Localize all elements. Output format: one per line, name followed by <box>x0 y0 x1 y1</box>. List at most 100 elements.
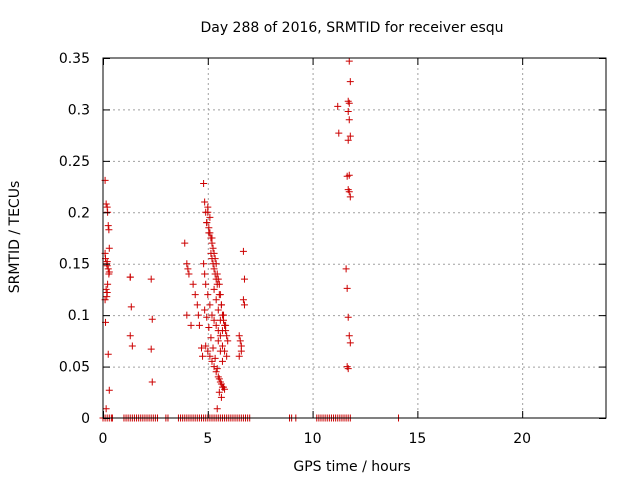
data-point <box>211 270 219 278</box>
data-point <box>218 342 226 350</box>
data-point <box>220 383 228 391</box>
data-point <box>224 337 232 345</box>
data-point <box>215 291 223 299</box>
data-point <box>215 388 223 396</box>
data-point <box>209 344 217 352</box>
data-point <box>334 102 342 110</box>
data-point <box>218 327 226 335</box>
data-point <box>203 219 211 227</box>
data-point <box>240 301 248 309</box>
data-point <box>103 293 111 301</box>
y-axis-title: SRMTID / TECUs <box>7 181 23 294</box>
data-point <box>206 213 214 221</box>
data-point <box>216 316 224 324</box>
data-point <box>195 321 203 329</box>
data-point <box>201 198 209 206</box>
data-point <box>344 365 352 373</box>
data-point <box>200 260 208 268</box>
data-point <box>212 275 220 283</box>
data-point <box>239 247 247 255</box>
data-point <box>148 378 156 386</box>
data-point <box>207 249 215 257</box>
data-point <box>239 296 247 304</box>
data-point <box>204 291 212 299</box>
data-point <box>202 280 210 288</box>
data-point <box>194 311 202 319</box>
data-point <box>223 352 231 360</box>
x-tick-label: 10 <box>304 431 322 447</box>
data-point <box>104 222 112 230</box>
data-point <box>183 260 191 268</box>
data-point <box>127 303 135 311</box>
data-point <box>236 337 244 345</box>
data-point <box>126 273 134 281</box>
data-point <box>208 311 216 319</box>
data-point <box>218 357 226 365</box>
data-point <box>343 172 351 180</box>
data-point <box>210 316 218 324</box>
data-point <box>202 342 210 350</box>
data-point <box>213 280 221 288</box>
data-point <box>235 352 243 360</box>
data-point <box>240 275 248 283</box>
data-point <box>345 188 353 196</box>
data-point <box>345 116 353 124</box>
data-point <box>210 285 218 293</box>
data-point <box>208 234 216 242</box>
data-point <box>198 344 206 352</box>
y-tick-label: 0.05 <box>59 360 90 376</box>
data-point <box>343 284 351 292</box>
data-point <box>214 306 222 314</box>
x-axis-title: GPS time / hours <box>293 459 410 475</box>
data-point <box>126 332 134 340</box>
data-point <box>342 265 350 273</box>
data-point <box>344 136 352 144</box>
grid-lines <box>103 58 606 418</box>
data-point <box>191 291 199 299</box>
data-point <box>104 280 112 288</box>
data-point <box>148 315 156 323</box>
data-point <box>208 255 216 263</box>
chart-title: Day 288 of 2016, SRMTID for receiver esq… <box>200 20 503 36</box>
data-point <box>212 296 220 304</box>
data-point <box>345 99 353 107</box>
plot-frame <box>102 57 607 419</box>
data-point <box>105 226 113 234</box>
data-point <box>104 350 112 358</box>
y-tick-label: 0.15 <box>59 257 90 273</box>
data-point <box>215 375 223 383</box>
data-point <box>210 265 218 273</box>
data-point <box>344 313 352 321</box>
data-point <box>102 200 110 208</box>
axis-ticks <box>103 58 606 419</box>
data-point <box>345 57 353 65</box>
data-point <box>216 332 224 340</box>
data-point <box>208 357 216 365</box>
y-tick-label: 0.35 <box>59 51 90 67</box>
data-point <box>346 193 354 201</box>
data-point <box>209 244 217 252</box>
data-point <box>213 365 221 373</box>
data-point <box>203 313 211 321</box>
data-point <box>105 244 113 252</box>
data-point <box>235 332 243 340</box>
data-point <box>105 270 113 278</box>
data-point <box>128 342 136 350</box>
y-tick-labels: 0 0.05 0.1 0.15 0.2 0.25 0.3 0.35 <box>59 51 90 427</box>
data-point <box>216 347 224 355</box>
data-point <box>346 78 354 86</box>
data-point <box>222 321 230 329</box>
x-tick-label: 20 <box>513 431 531 447</box>
y-tick-label: 0 <box>81 411 90 427</box>
data-point <box>212 368 220 376</box>
data-point <box>205 323 213 331</box>
data-point <box>346 339 354 347</box>
data-point <box>217 301 225 309</box>
data-point <box>214 337 222 345</box>
data-point <box>184 265 192 273</box>
x-tick-label: 15 <box>408 431 426 447</box>
data-point <box>105 386 113 394</box>
data-point <box>204 208 212 216</box>
